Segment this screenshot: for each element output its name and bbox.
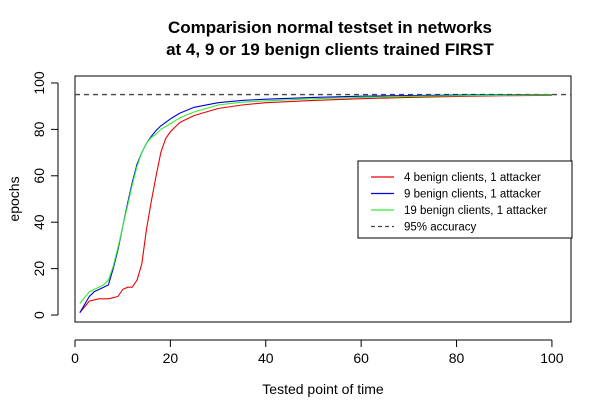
chart-title-line-1: Comparision normal testset in networks — [168, 18, 492, 37]
x-axis-label: Tested point of time — [262, 381, 384, 397]
chart-title-line-2: at 4, 9 or 19 benign clients trained FIR… — [166, 40, 494, 59]
legend-label-3: 19 benign clients, 1 attacker — [404, 205, 547, 217]
y-axis: 0 20 40 60 80 100 — [31, 71, 59, 319]
y-tick-label: 80 — [31, 121, 47, 137]
x-tick-label: 100 — [540, 350, 564, 366]
legend-label-1: 4 benign clients, 1 attacker — [404, 172, 541, 184]
y-axis-label: epochs — [6, 176, 22, 221]
y-tick-label: 100 — [31, 71, 47, 95]
x-tick-label: 40 — [258, 350, 274, 366]
series-layer — [79, 94, 552, 314]
legend-label-4: 95% accuracy — [404, 222, 476, 234]
legend-label-2: 9 benign clients, 1 attacker — [404, 189, 541, 201]
x-tick-label: 60 — [353, 350, 369, 366]
x-tick-label: 0 — [71, 350, 79, 366]
legend-box — [357, 160, 573, 239]
series-line-3 — [79, 94, 552, 304]
x-tick-label: 80 — [449, 350, 465, 366]
y-tick-label: 40 — [31, 214, 47, 230]
legend: 4 benign clients, 1 attacker 9 benign cli… — [357, 160, 573, 239]
x-tick-label: 20 — [163, 350, 179, 366]
series-line-2 — [79, 94, 552, 313]
y-tick-label: 0 — [31, 311, 47, 319]
y-tick-label: 60 — [31, 168, 47, 184]
series-line-1 — [79, 94, 552, 314]
y-tick-label: 20 — [31, 261, 47, 277]
x-axis: 0 20 40 60 80 100 — [71, 339, 564, 366]
